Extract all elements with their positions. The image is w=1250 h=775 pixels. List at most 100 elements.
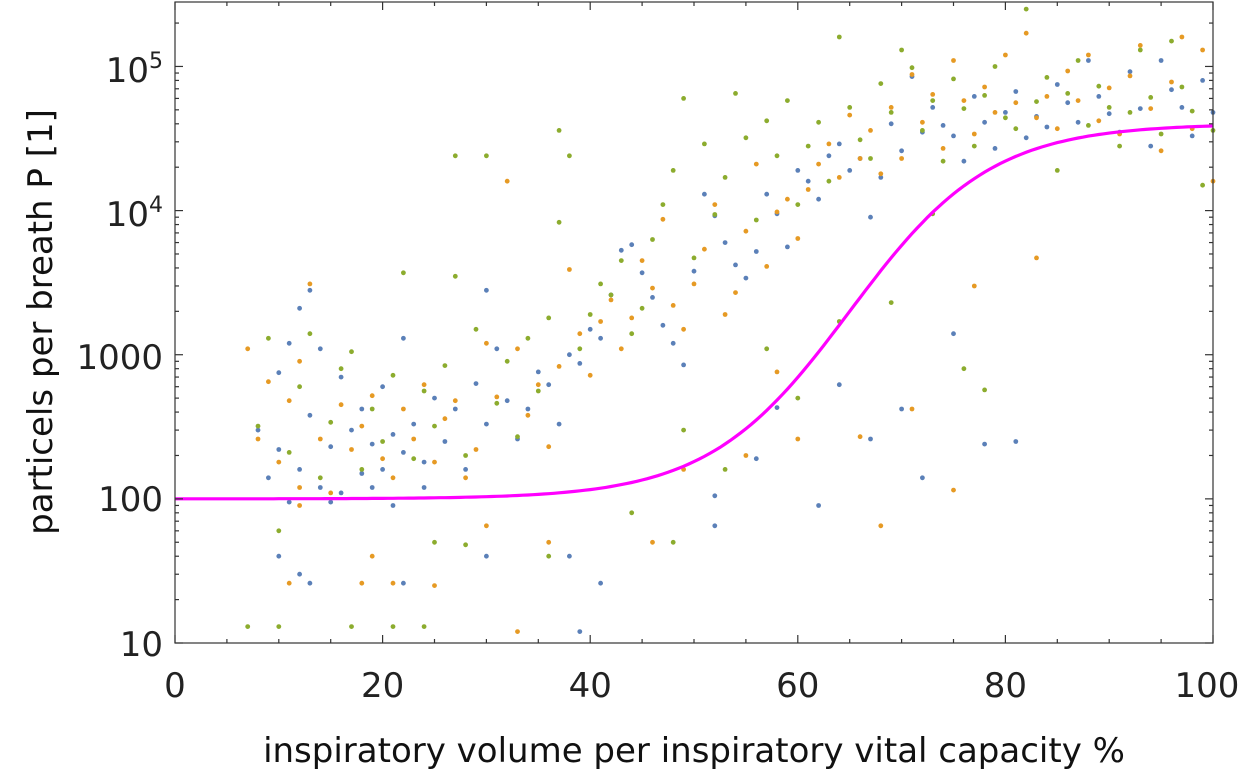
data-point	[411, 436, 417, 442]
data-point	[608, 292, 614, 298]
data-point	[556, 364, 562, 369]
data-point	[785, 196, 790, 202]
data-point	[1054, 126, 1060, 132]
data-point	[452, 153, 458, 159]
data-point	[349, 447, 354, 452]
data-point	[484, 287, 489, 293]
data-point	[1148, 143, 1154, 149]
data-point	[982, 441, 987, 447]
data-point	[484, 421, 489, 427]
data-point	[1169, 38, 1174, 44]
data-point	[432, 539, 437, 545]
data-point	[380, 456, 385, 462]
x-tick-label: 20	[361, 666, 404, 706]
data-point	[390, 475, 396, 481]
data-point	[857, 137, 863, 143]
data-point	[401, 580, 406, 586]
data-point	[473, 447, 479, 452]
y-tick-exponent: 4	[149, 193, 163, 218]
data-point	[1148, 106, 1154, 111]
data-point	[546, 444, 552, 450]
data-point	[702, 141, 707, 147]
data-point	[795, 395, 801, 401]
data-point	[795, 436, 801, 442]
data-point	[567, 267, 572, 272]
data-point	[868, 214, 873, 220]
data-point	[401, 270, 406, 276]
data-point	[650, 237, 655, 242]
data-point	[1200, 78, 1205, 83]
data-point	[836, 141, 842, 147]
data-point	[878, 171, 884, 177]
data-point	[587, 372, 593, 378]
data-point	[317, 436, 323, 442]
data-point	[909, 406, 915, 412]
data-point	[1075, 58, 1081, 63]
data-point	[494, 346, 500, 352]
data-point	[1200, 182, 1205, 188]
data-point	[909, 72, 915, 77]
data-point	[670, 303, 676, 308]
data-point	[743, 453, 749, 458]
data-point	[432, 459, 437, 465]
data-point	[982, 387, 987, 393]
data-point	[618, 247, 624, 253]
data-point	[525, 406, 531, 412]
data-point	[650, 295, 655, 300]
data-point	[660, 202, 666, 208]
data-point	[1013, 89, 1019, 94]
data-point	[805, 143, 811, 149]
data-point	[390, 372, 396, 378]
data-point	[650, 539, 655, 545]
data-point	[1189, 108, 1195, 114]
data-point	[463, 467, 468, 472]
data-point	[245, 624, 251, 629]
data-point	[920, 475, 925, 481]
data-point	[1137, 43, 1143, 48]
data-point	[868, 156, 873, 161]
data-point	[951, 133, 956, 139]
data-point	[463, 475, 468, 481]
data-point	[961, 98, 967, 103]
x-tick-label: 60	[776, 666, 819, 706]
data-point	[286, 398, 292, 404]
data-point	[286, 450, 292, 455]
data-point	[286, 580, 292, 586]
fit-curve	[175, 124, 1214, 501]
data-point	[681, 362, 686, 368]
data-point	[390, 624, 396, 629]
data-point	[1003, 110, 1008, 115]
data-point	[868, 127, 873, 133]
data-point	[307, 412, 313, 418]
data-point	[515, 434, 520, 440]
data-point	[577, 629, 583, 634]
data-point	[951, 58, 956, 63]
data-point	[328, 419, 334, 425]
data-point	[1054, 82, 1060, 87]
data-point	[598, 335, 603, 341]
data-point	[1003, 115, 1008, 121]
data-point	[504, 398, 510, 404]
y-tick-label: 105	[106, 49, 163, 91]
data-point	[546, 382, 552, 388]
data-point	[1023, 30, 1029, 36]
data-point	[1189, 133, 1195, 139]
data-point	[971, 131, 977, 137]
data-point	[670, 168, 676, 173]
data-point	[1065, 68, 1071, 74]
data-point	[276, 459, 282, 465]
data-point	[328, 499, 334, 505]
data-point	[722, 467, 728, 472]
data-point	[442, 439, 448, 444]
y-tick-label: 100	[98, 480, 163, 520]
data-point	[463, 453, 468, 458]
data-point	[1148, 95, 1154, 100]
data-point	[401, 335, 406, 341]
data-point	[421, 624, 427, 629]
data-point	[785, 244, 790, 250]
data-point	[577, 346, 583, 352]
data-point	[899, 148, 904, 154]
data-point	[567, 153, 572, 159]
data-point	[286, 340, 292, 346]
